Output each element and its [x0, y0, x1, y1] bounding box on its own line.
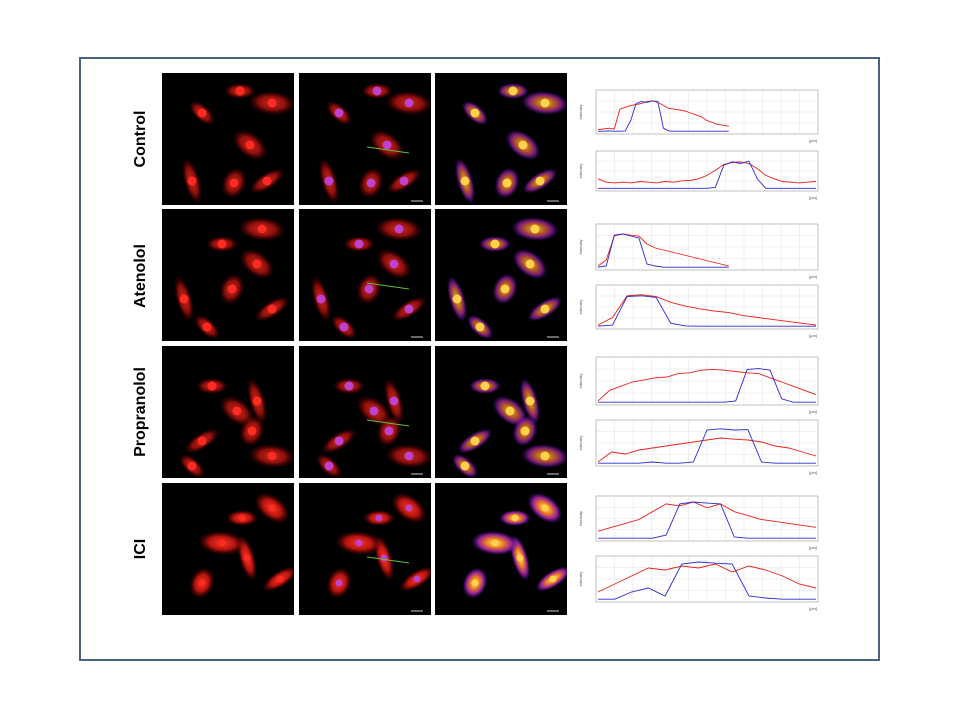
micrograph-ici-red-channel — [162, 483, 294, 615]
series-line-red — [597, 437, 817, 463]
x-axis-unit: [µm] — [809, 333, 817, 338]
row-label-propranolol: Propranolol — [132, 367, 149, 457]
y-axis-label: Intensity — [578, 164, 583, 179]
profile-chart-atenolol-2: Intensity [µm] — [576, 281, 822, 339]
series-line-red — [597, 161, 817, 184]
y-axis-label: Intensity — [578, 436, 583, 451]
series-line-red — [597, 294, 817, 326]
figure-frame — [79, 57, 880, 661]
x-axis-unit: [µm] — [809, 606, 817, 611]
series-line-blue — [597, 233, 729, 268]
y-axis-label: Intensity — [578, 511, 583, 526]
micrograph-ici-heatmap — [435, 483, 567, 615]
y-axis-label: Intensity — [578, 300, 583, 315]
series-line-blue — [598, 368, 816, 403]
x-axis-unit: [µm] — [809, 138, 817, 143]
series-line-red — [597, 563, 817, 593]
micrograph-atenolol-merge — [299, 209, 431, 341]
micrograph-control-merge — [299, 73, 431, 205]
profile-chart-atenolol-1: Intensity [µm] — [576, 220, 822, 280]
micrograph-control-heatmap — [435, 73, 567, 205]
row-label-atenolol: Atenolol — [132, 244, 149, 308]
series-line-blue — [598, 561, 816, 600]
profile-chart-control-2: Intensity [µm] — [576, 147, 822, 201]
y-axis-label: Intensity — [578, 240, 583, 255]
x-axis-unit: [µm] — [809, 195, 817, 200]
series-line-red — [597, 368, 817, 402]
x-axis-unit: [µm] — [809, 409, 817, 414]
series-line-blue — [598, 100, 729, 132]
series-line-blue — [598, 501, 816, 539]
x-axis-unit: [µm] — [809, 274, 817, 279]
profile-chart-ici-1: Intensity [µm] — [576, 492, 822, 551]
x-axis-unit: [µm] — [809, 470, 817, 475]
profile-chart-ici-2: Intensity [µm] — [576, 552, 822, 612]
profile-chart-propranolol-2: Intensity [µm] — [576, 416, 822, 476]
micrograph-control-red-channel — [162, 73, 294, 205]
micrograph-propranolol-red-channel — [162, 346, 294, 478]
y-axis-label: Intensity — [578, 105, 583, 120]
row-label-ici: ICI — [132, 538, 149, 560]
micrograph-ici-merge — [299, 483, 431, 615]
row-label-control: Control — [132, 110, 149, 168]
series-line-blue — [598, 428, 816, 464]
micrograph-atenolol-red-channel — [162, 209, 294, 341]
micrograph-atenolol-heatmap — [435, 209, 567, 341]
profile-chart-propranolol-1: Intensity [µm] — [576, 353, 822, 415]
micrograph-propranolol-merge — [299, 346, 431, 478]
series-line-blue — [597, 295, 816, 327]
series-line-red — [597, 100, 729, 131]
series-line-red — [597, 501, 817, 532]
y-axis-label: Intensity — [578, 572, 583, 587]
y-axis-label: Intensity — [578, 374, 583, 389]
profile-chart-control-1: Intensity [µm] — [576, 86, 822, 144]
x-axis-unit: [µm] — [809, 545, 817, 550]
micrograph-propranolol-heatmap — [435, 346, 567, 478]
series-line-blue — [598, 160, 816, 189]
